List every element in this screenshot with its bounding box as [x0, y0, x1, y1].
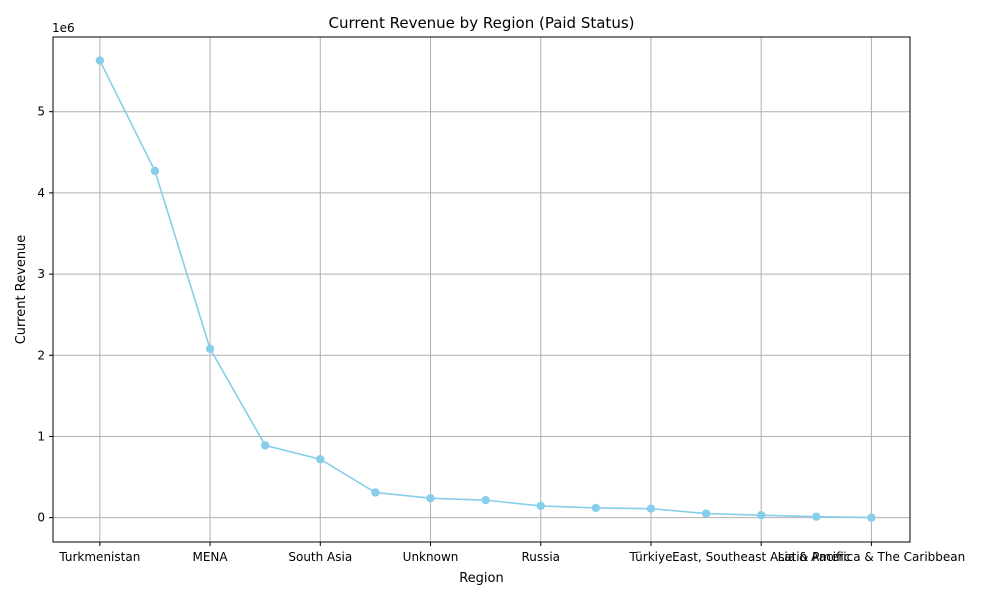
y-tick-label: 4: [37, 186, 45, 200]
data-point: [591, 503, 601, 513]
x-tick-label: East, Southeast Asia & Pacific: [672, 550, 850, 564]
data-point: [701, 509, 711, 518]
x-tick-label: Türkiye: [628, 550, 672, 564]
x-tick-label: Unknown: [403, 550, 459, 564]
x-axis-title: Region: [459, 571, 504, 586]
data-point: [371, 488, 380, 497]
chart-title: Current Revenue by Region (Paid Status): [328, 14, 634, 32]
ticks-layer: Turkmenistan MENA South Asia Unknown Russia T…: [37, 105, 965, 564]
series-line: [99, 60, 872, 519]
data-point: [316, 454, 325, 464]
data-point: [812, 512, 821, 521]
y-tick-label: 1: [37, 429, 45, 443]
y-tick-label: 2: [37, 348, 45, 362]
x-tick-label: Latin America & The Caribbean: [778, 550, 966, 564]
y-axis-title: Current Revenue: [14, 235, 29, 345]
grid-layer: [53, 37, 910, 542]
data-point: [756, 511, 766, 520]
x-tick-label: South Asia: [288, 550, 352, 564]
data-point: [536, 501, 545, 511]
data-point: [150, 166, 160, 176]
data-point: [260, 441, 270, 450]
data-point: [205, 344, 215, 353]
data-point: [481, 495, 490, 505]
data-point: [95, 56, 105, 65]
x-tick-label: Russia: [521, 550, 560, 564]
y-tick-label: 3: [37, 267, 45, 281]
data-point: [867, 513, 876, 522]
y-tick-label: 5: [37, 105, 45, 119]
x-tick-label: Turkmenistan: [58, 550, 140, 564]
data-point: [646, 504, 656, 513]
series-layer: [95, 56, 876, 522]
x-tick-label: MENA: [193, 550, 229, 564]
y-tick-label: 0: [37, 511, 45, 525]
plot-frame: [52, 36, 911, 543]
data-point: [426, 493, 435, 503]
y-axis-multiplier: 1e6: [52, 21, 75, 35]
